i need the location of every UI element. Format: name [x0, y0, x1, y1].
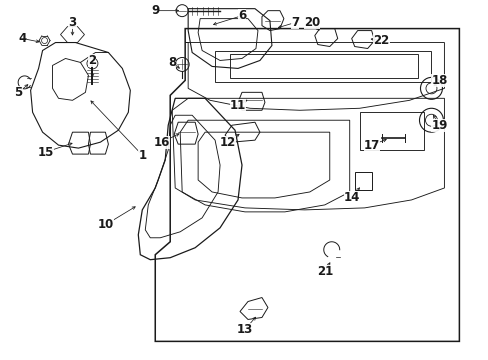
- Text: 6: 6: [237, 9, 245, 22]
- Text: 11: 11: [229, 99, 245, 112]
- Text: 5: 5: [15, 86, 23, 99]
- Text: 18: 18: [430, 74, 447, 87]
- Text: 4: 4: [19, 32, 27, 45]
- Text: 12: 12: [220, 136, 236, 149]
- Text: 21: 21: [316, 265, 332, 278]
- Text: 22: 22: [373, 34, 389, 47]
- Text: 13: 13: [236, 323, 253, 336]
- Text: 19: 19: [430, 119, 447, 132]
- Text: 2: 2: [88, 54, 96, 67]
- Text: 7: 7: [290, 16, 298, 29]
- Text: 16: 16: [154, 136, 170, 149]
- Text: 10: 10: [97, 218, 113, 231]
- Text: 3: 3: [68, 16, 77, 29]
- Text: 8: 8: [168, 56, 176, 69]
- Text: 14: 14: [343, 192, 359, 204]
- Text: 20: 20: [303, 16, 319, 29]
- Text: 9: 9: [151, 4, 159, 17]
- Text: 15: 15: [37, 145, 54, 159]
- Text: 1: 1: [138, 149, 146, 162]
- Text: 17: 17: [363, 139, 379, 152]
